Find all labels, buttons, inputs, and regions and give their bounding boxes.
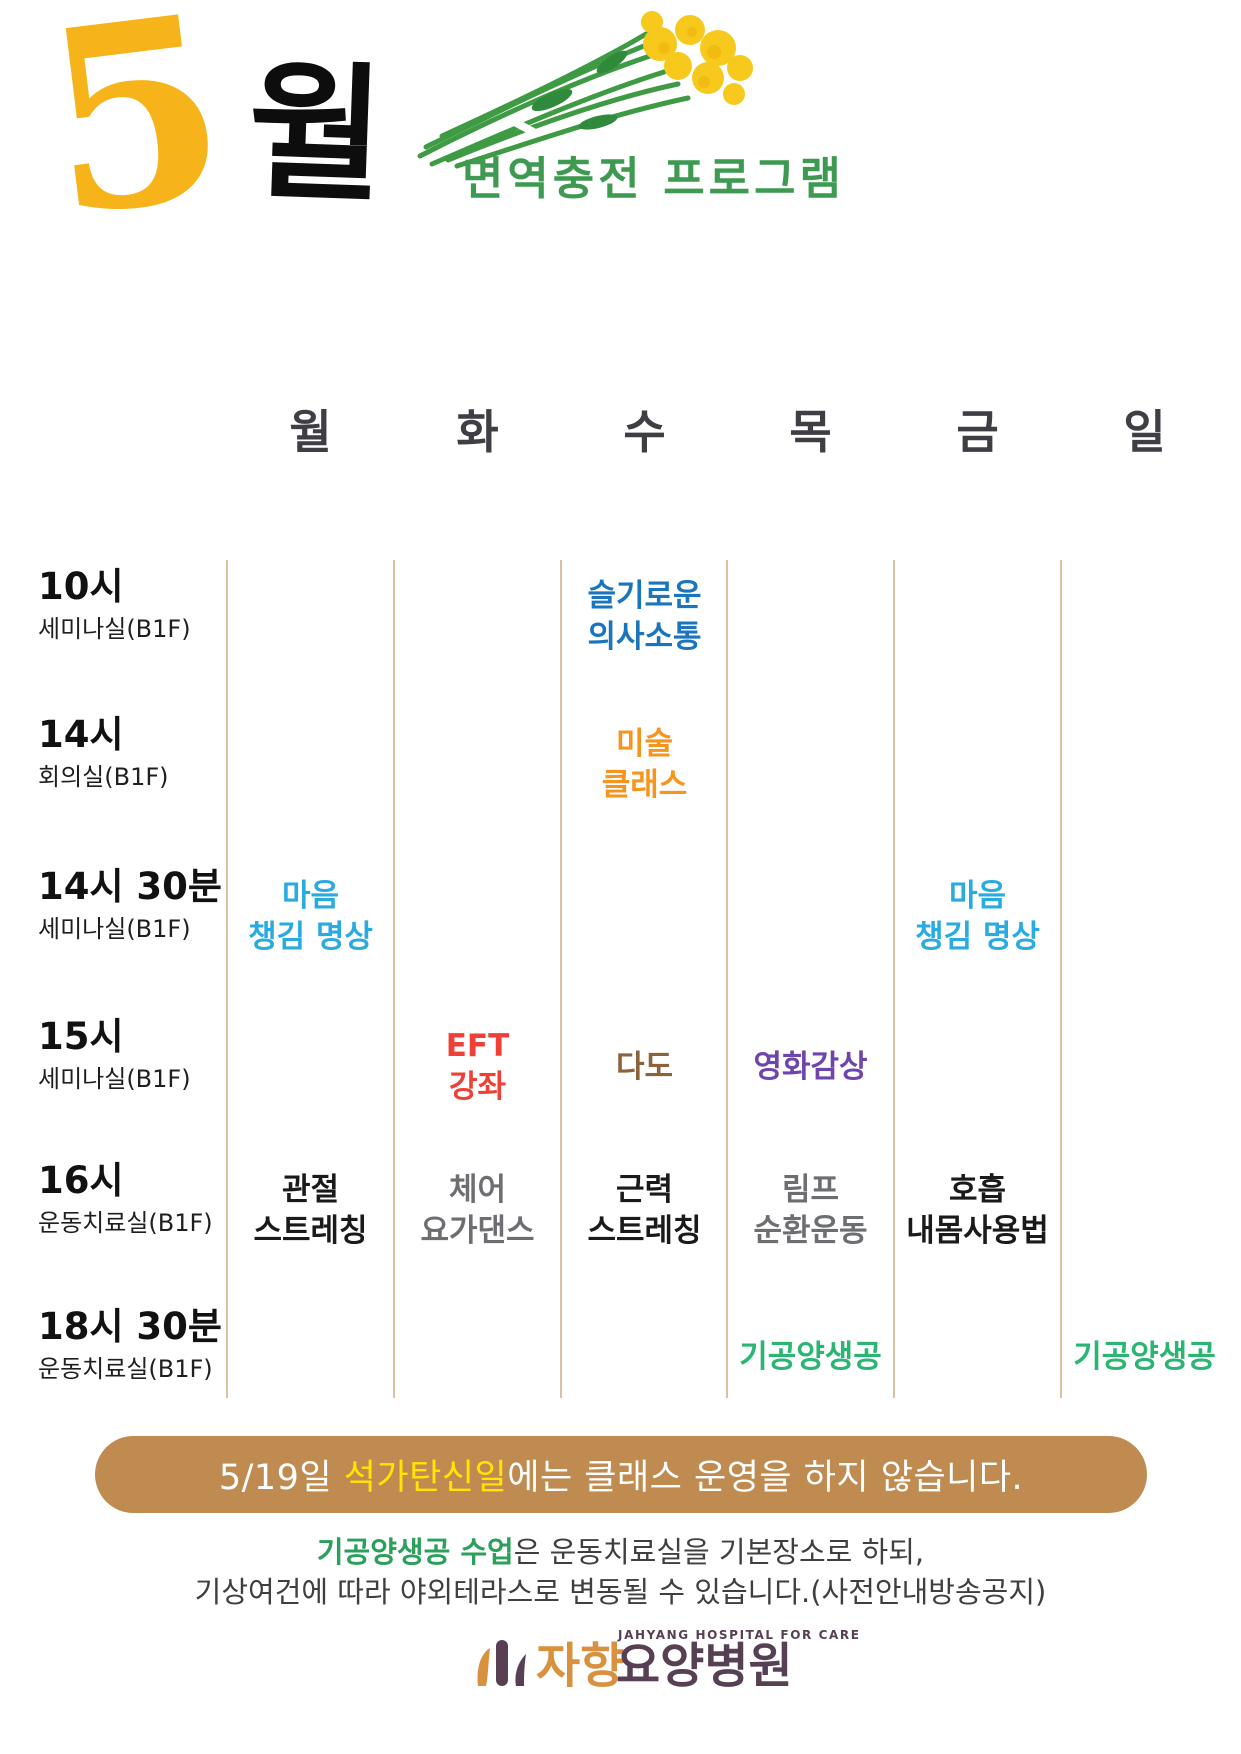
schedule-cell: 체어 요가댄스 (420, 1172, 535, 1249)
row-room: 운동치료실(B1F) (38, 1354, 213, 1383)
hospital-logo-tagline: JAHYANG HOSPITAL FOR CARE (618, 1628, 861, 1642)
row-room: 세미나실(B1F) (38, 1064, 191, 1093)
footnote-line2: 기상여건에 따라 야외테라스로 변동될 수 있습니다.(사전안내방송공지) (194, 1575, 1047, 1609)
month-suffix: 월 (245, 45, 388, 223)
day-header-금: 금 (956, 405, 999, 459)
row-room: 세미나실(B1F) (38, 914, 191, 943)
hospital-name-part1: 자향 (536, 1638, 625, 1694)
column-divider (393, 560, 395, 1398)
flower-bouquet-illustration (417, 11, 753, 169)
row-time: 10시 (38, 565, 124, 608)
footnote-line1: 기공양생공 수업은 운동치료실을 기본장소로 하되, (316, 1535, 925, 1569)
schedule-cell: 다도 (615, 1048, 674, 1085)
footnote: 기공양생공 수업은 운동치료실을 기본장소로 하되, 기상여건에 따라 야외테라… (0, 1532, 1241, 1612)
row-room: 회의실(B1F) (38, 762, 169, 791)
notice-highlight: 석가탄신일 (343, 1458, 508, 1498)
schedule-cell: 기공양생공 (739, 1338, 882, 1375)
schedule-cell: 기공양생공 (1073, 1338, 1216, 1375)
schedule-cell: 마음 챙김 명상 (248, 878, 373, 955)
row-room: 세미나실(B1F) (38, 614, 191, 643)
schedule-cell: 관절 스트레칭 (253, 1172, 368, 1249)
schedule-cell: 미술 클래스 (601, 726, 688, 803)
column-divider (893, 560, 895, 1398)
notice-text: 5/19일 석가탄신일에는 클래스 운영을 하지 않습니다. (218, 1458, 1024, 1498)
column-divider (560, 560, 562, 1398)
schedule-cell: 마음 챙김 명상 (915, 878, 1040, 955)
day-header-화: 화 (456, 405, 499, 459)
notice-banner: 5/19일 석가탄신일에는 클래스 운영을 하지 않습니다. (95, 1436, 1147, 1513)
schedule-cell: 영화감상 (753, 1048, 868, 1085)
day-header-수: 수 (623, 405, 666, 459)
column-divider (226, 560, 228, 1398)
hospital-name-part2: 요양병원 (616, 1638, 793, 1694)
column-divider (1060, 560, 1062, 1398)
day-header-목: 목 (789, 405, 832, 459)
footnote-highlight: 기공양생공 수업 (316, 1535, 514, 1569)
schedule-cell: 근력 스트레칭 (587, 1172, 702, 1249)
schedule-cell: EFT 강좌 (445, 1028, 510, 1105)
poster-title: 면역충전 프로그램 (462, 152, 845, 205)
hospital-logo-mark (477, 1640, 526, 1686)
hospital-logo: JAHYANG HOSPITAL FOR CARE 자향 요양병원 (0, 1628, 1241, 1718)
day-header-월: 월 (289, 405, 332, 459)
month-number: 5 (30, 0, 241, 274)
row-time: 14시 30분 (38, 865, 222, 908)
row-time: 15시 (38, 1015, 124, 1058)
schedule-cell: 호흡 내몸사용법 (906, 1172, 1049, 1249)
schedule-cell: 림프 순환운동 (753, 1172, 868, 1249)
row-time: 16시 (38, 1159, 124, 1202)
row-room: 운동치료실(B1F) (38, 1208, 213, 1237)
day-header-일: 일 (1123, 405, 1166, 459)
column-divider (726, 560, 728, 1398)
schedule-cell: 슬기로운 의사소통 (587, 578, 702, 655)
row-time: 14시 (38, 713, 124, 756)
row-time: 18시 30분 (38, 1305, 222, 1348)
